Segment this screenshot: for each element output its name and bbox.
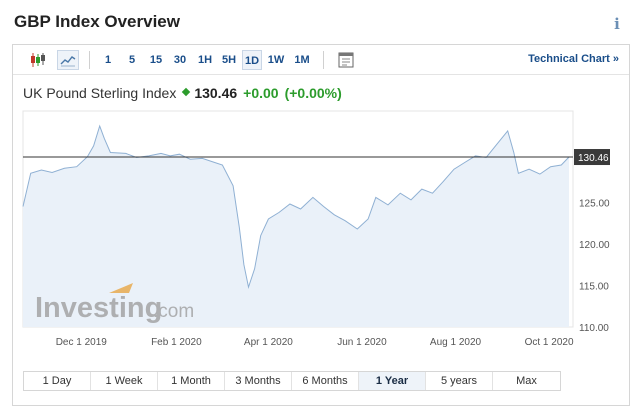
range-button-5-years[interactable]: 5 years xyxy=(426,372,493,390)
x-tick-label: Aug 1 2020 xyxy=(430,337,482,348)
range-button-1-week[interactable]: 1 Week xyxy=(91,372,158,390)
x-tick-label: Jun 1 2020 xyxy=(337,337,387,348)
interval-button-1d[interactable]: 1D xyxy=(242,50,262,70)
technical-chart-link[interactable]: Technical Chart » xyxy=(528,53,619,65)
last-price: 130.46 xyxy=(194,85,238,101)
range-button-3-months[interactable]: 3 Months xyxy=(225,372,292,390)
watermark-suffix: .com xyxy=(153,301,194,322)
instrument-name: UK Pound Sterling Index xyxy=(23,85,177,101)
range-button-1-year[interactable]: 1 Year xyxy=(359,372,426,390)
interval-button-1[interactable]: 1 xyxy=(104,54,112,66)
page-title: GBP Index Overview xyxy=(14,12,180,31)
range-button-6-months[interactable]: 6 Months xyxy=(292,372,359,390)
investing-watermark: Investing .com xyxy=(35,283,194,324)
quote-line: UK Pound Sterling Index 130.46 +0.00 (+0.00… xyxy=(23,85,342,103)
x-tick-label: Apr 1 2020 xyxy=(244,337,293,348)
interval-button-15[interactable]: 15 xyxy=(149,54,163,66)
interval-button-5h[interactable]: 5H xyxy=(221,54,237,66)
info-icon[interactable]: i xyxy=(614,15,620,33)
interval-button-5[interactable]: 5 xyxy=(128,54,136,66)
interval-button-1m[interactable]: 1M xyxy=(294,54,310,66)
chart-panel: 1 5 15 30 1H 5H 1D 1W 1M Technical Chart » UK Po… xyxy=(12,44,630,406)
price-change: +0.00 xyxy=(243,85,279,101)
last-price-tag xyxy=(574,149,610,166)
candlestick-icon[interactable] xyxy=(27,50,49,70)
y-tick-label: 120.00 xyxy=(579,240,610,251)
line-chart-icon[interactable] xyxy=(57,50,79,70)
time-range-selector: 1 Day 1 Week 1 Month 3 Months 6 Months 1 Year… xyxy=(23,371,561,391)
range-button-1-month[interactable]: 1 Month xyxy=(158,372,225,390)
price-change-percent: (+0.00%) xyxy=(284,85,342,101)
y-tick-label: 110.00 xyxy=(579,323,609,334)
last-price-tag-label: 130.46 xyxy=(578,153,609,164)
x-tick-label: Feb 1 2020 xyxy=(151,337,202,348)
price-chart[interactable]: 110.00 115.00 120.00 125.00 Dec 1 2019 Feb 1… xyxy=(13,45,631,365)
series-area xyxy=(23,126,569,327)
watermark-brand: Investing xyxy=(35,292,162,324)
x-tick-label: Oct 1 2020 xyxy=(525,337,574,348)
watermark-swoosh-icon xyxy=(109,283,133,293)
toolbar-divider xyxy=(89,51,90,69)
interval-button-1w[interactable]: 1W xyxy=(267,54,285,66)
y-tick-label: 115.00 xyxy=(579,281,609,292)
y-tick-label: 125.00 xyxy=(579,198,610,209)
toolbar-divider xyxy=(323,51,324,69)
chart-settings-icon[interactable] xyxy=(335,50,357,70)
interval-button-1h[interactable]: 1H xyxy=(197,54,213,66)
x-tick-label: Dec 1 2019 xyxy=(56,337,108,348)
range-button-max[interactable]: Max xyxy=(516,375,537,387)
range-button-1-day[interactable]: 1 Day xyxy=(24,372,91,390)
interval-button-30[interactable]: 30 xyxy=(173,54,187,66)
chart-toolbar: 1 5 15 30 1H 5H 1D 1W 1M Technical Chart » xyxy=(13,45,629,75)
